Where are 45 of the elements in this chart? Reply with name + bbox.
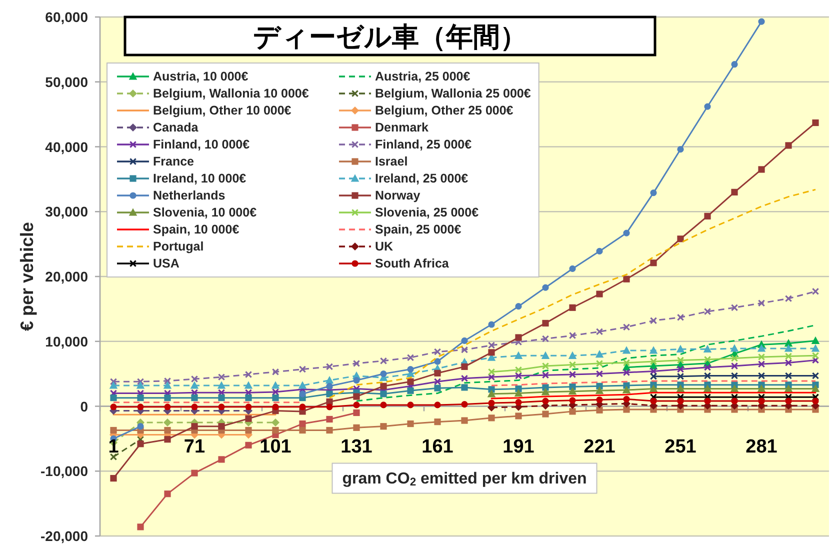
y-tick-label: -20,000 xyxy=(40,528,88,544)
y-tick-label: 50,000 xyxy=(45,74,88,90)
x-tick-label: 191 xyxy=(502,436,535,457)
x-tick-label: 251 xyxy=(664,436,697,457)
legend-label: Belgium, Other 25 000€ xyxy=(375,104,514,118)
legend-label: Austria, 10 000€ xyxy=(153,70,248,84)
legend-label: Belgium, Wallonia 10 000€ xyxy=(153,86,309,100)
legend-label: Belgium, Other 10 000€ xyxy=(153,104,292,118)
y-tick-label: 60,000 xyxy=(45,9,88,25)
x-axis-title: gram CO$_{2}$ emitted per km driven xyxy=(342,470,587,488)
legend-label: Belgium, Wallonia 25 000€ xyxy=(375,86,531,100)
x-tick-label: 101 xyxy=(260,436,292,457)
legend-label: UK xyxy=(375,240,394,254)
y-tick-label: 0 xyxy=(80,398,88,414)
legend-label: Portugal xyxy=(153,240,204,254)
y-tick-label: 40,000 xyxy=(45,138,88,155)
legend-label: Ireland, 10 000€ xyxy=(153,172,246,186)
legend-label: Netherlands xyxy=(153,188,226,202)
x-tick-label: 1 xyxy=(108,436,120,457)
x-tick-label: 221 xyxy=(584,436,616,457)
legend-label: Denmark xyxy=(375,120,429,134)
x-tick-label: 71 xyxy=(184,436,206,457)
chart-title: ディーゼル車（年間） xyxy=(253,22,527,52)
y-tick-label: 10,000 xyxy=(45,333,88,350)
y-tick-label: 30,000 xyxy=(45,204,88,220)
x-tick-label: 131 xyxy=(340,436,373,457)
y-tick-label: -10,000 xyxy=(40,463,88,480)
legend-label: Israel xyxy=(375,154,408,168)
legend-label: Canada xyxy=(153,120,200,134)
legend-label: Ireland, 25 000€ xyxy=(375,172,468,186)
legend-label: Spain, 10 000€ xyxy=(153,222,240,236)
legend-label: Finland, 10 000€ xyxy=(153,138,250,152)
legend-label: South Africa xyxy=(375,256,450,270)
legend-label: Spain, 25 000€ xyxy=(375,222,462,236)
x-tick-label: 161 xyxy=(422,436,454,457)
legend-label: Austria, 25 000€ xyxy=(375,70,470,84)
legend-label: USA xyxy=(153,256,180,270)
y-tick-label: 20,000 xyxy=(45,268,88,284)
y-axis-title: € per vehicle xyxy=(17,222,37,332)
legend-label: Slovenia, 10 000€ xyxy=(153,206,257,220)
legend-label: France xyxy=(153,154,194,168)
x-tick-label: 281 xyxy=(746,436,778,457)
legend-label: Norway xyxy=(375,188,420,202)
legend-label: Slovenia, 25 000€ xyxy=(375,206,479,220)
legend-label: Finland, 25 000€ xyxy=(375,138,472,152)
